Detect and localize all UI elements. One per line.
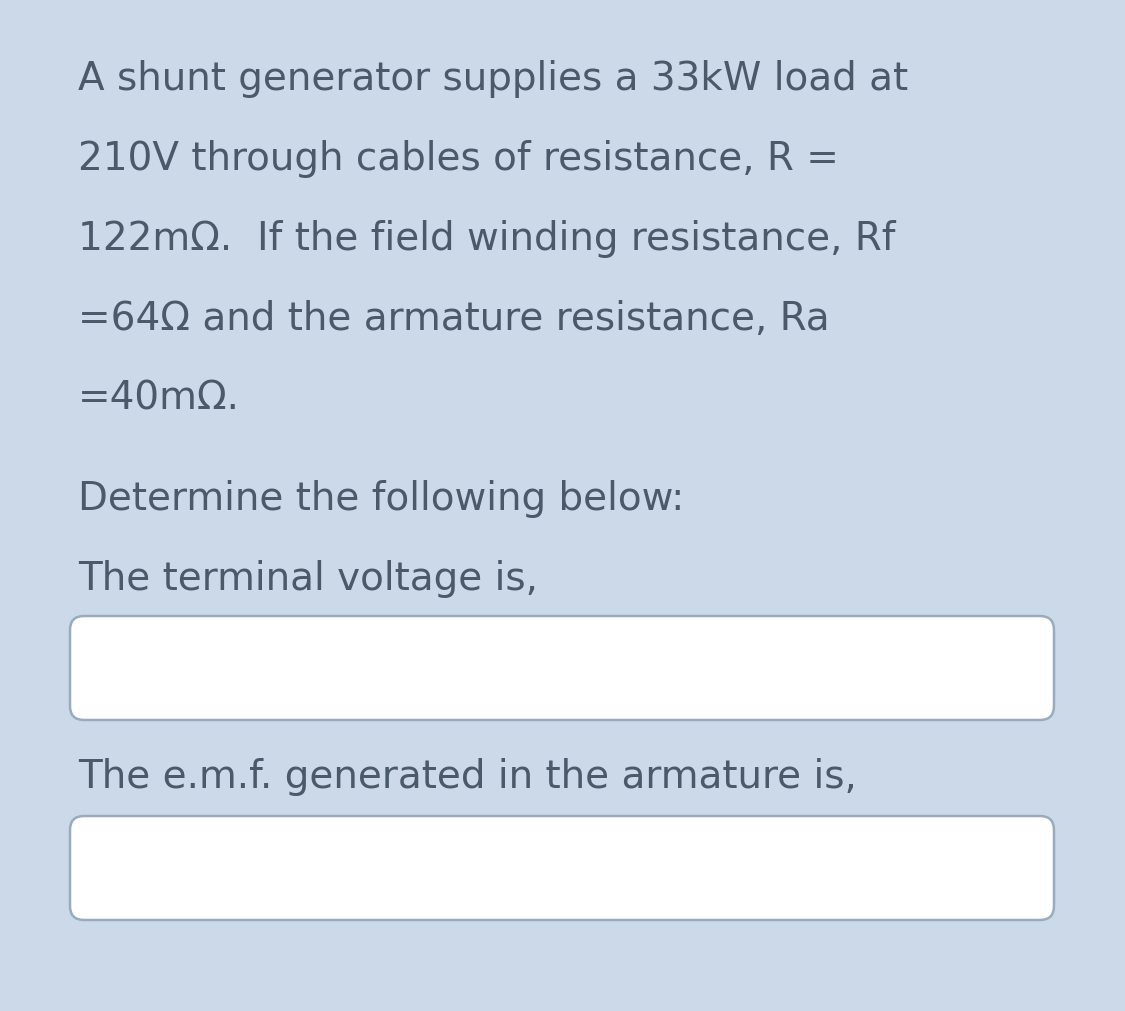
Text: The e.m.f. generated in the armature is,: The e.m.f. generated in the armature is, (78, 758, 857, 796)
Text: Determine the following below:: Determine the following below: (78, 480, 684, 518)
Text: 122mΩ.  If the field winding resistance, Rf: 122mΩ. If the field winding resistance, … (78, 220, 896, 258)
Text: The terminal voltage is,: The terminal voltage is, (78, 560, 538, 598)
Text: 210V through cables of resistance, R =: 210V through cables of resistance, R = (78, 140, 839, 178)
FancyBboxPatch shape (70, 616, 1054, 720)
Text: =40mΩ.: =40mΩ. (78, 380, 240, 418)
Text: A shunt generator supplies a 33kW load at: A shunt generator supplies a 33kW load a… (78, 60, 908, 98)
Text: =64Ω and the armature resistance, Ra: =64Ω and the armature resistance, Ra (78, 300, 829, 338)
FancyBboxPatch shape (70, 816, 1054, 920)
